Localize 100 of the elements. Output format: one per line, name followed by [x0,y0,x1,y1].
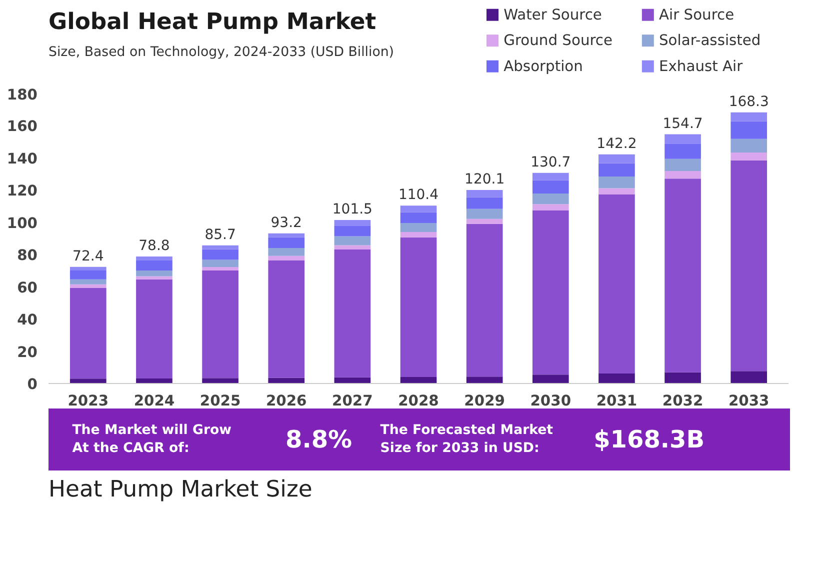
bar [598,188,635,194]
bar [664,144,701,159]
bar [400,237,437,378]
bar [532,204,569,210]
bar [400,212,437,224]
bar [334,226,371,236]
bar [730,138,768,152]
bar [730,160,768,372]
legend-label: Ground Source [504,32,613,50]
bar [400,206,437,212]
bar [202,249,238,260]
x-tick-label: 2031 [596,392,638,410]
total-label: 101.5 [332,202,372,218]
bar [70,284,106,288]
bar [70,270,106,280]
bar [532,194,569,204]
x-tick-label: 2033 [728,392,770,410]
y-tick-label: 120 [6,182,38,200]
total-label: 93.2 [270,214,302,231]
bar [664,170,701,179]
legend-label: Solar-assisted [659,32,761,50]
bar [466,197,503,209]
bar [664,178,701,372]
bar [598,163,635,176]
bar [400,377,437,384]
x-tick-label: 2026 [266,392,307,410]
bar [268,237,305,248]
total-label: 130.7 [530,154,571,170]
total-label: 168.3 [728,94,769,110]
bar [268,260,305,378]
bar [268,248,305,256]
legend-label: Water Source [504,6,602,24]
bar [334,236,371,246]
bar [730,371,768,384]
y-tick-label: 80 [17,247,38,264]
bar [268,256,305,260]
bar [466,376,503,384]
y-tick-label: 0 [27,376,38,393]
bar [136,276,172,280]
bar [664,372,701,384]
bar [70,378,106,384]
text: 8.8% [286,426,352,454]
bar [730,121,768,139]
bar [202,260,238,268]
chart-subtitle: Size, Based on Technology, 2024-2033 (USD Billion) [48,45,394,60]
bar [70,288,106,379]
y-tick-label: 40 [17,312,38,329]
bar [730,152,768,160]
bar [136,378,172,384]
total-label: 154.7 [662,116,703,132]
legend-label: Absorption [504,58,583,75]
x-tick-label: 2029 [464,392,505,410]
total-label: 78.8 [138,238,170,254]
bar [136,270,172,276]
x-tick-label: 2030 [530,392,572,410]
bar [598,194,635,374]
bar [268,233,305,238]
x-tick-label: 2032 [662,392,704,410]
bar [532,374,569,384]
total-label: 72.4 [72,248,104,264]
legend-label: Exhaust Air [659,58,744,75]
bar [136,279,172,379]
bar [202,245,238,250]
bar [466,218,503,224]
x-tick-label: 2024 [134,392,175,410]
x-tick-label: 2023 [68,392,109,410]
total-label: 120.1 [464,172,505,188]
bar [664,158,701,171]
bar [598,154,635,164]
text: Heat Pump Market Size [48,476,312,502]
text: The Market will Grow At the CAGR of: [72,423,232,456]
bar [598,176,635,188]
y-tick-label: 140 [6,150,38,168]
bar [466,224,503,377]
text: The Forecasted Market Size for 2033 in USD: [380,423,554,456]
bar [136,260,172,271]
y-tick-label: 60 [17,279,38,296]
total-label: 85.7 [204,226,236,243]
bar [466,190,503,198]
bar [598,374,635,384]
bar [532,180,569,194]
legend-label: Air Source [659,6,734,24]
y-tick-label: 100 [6,214,38,232]
chart-title: Global Heat Pump Market [48,9,376,36]
bar [334,249,371,378]
total-label: 110.4 [398,187,439,204]
bar [664,134,701,144]
text: $168.3B [594,426,705,454]
bar [202,267,238,271]
bar [334,220,371,226]
bar [730,112,768,122]
bar [334,245,371,250]
total-label: 142.2 [596,136,637,152]
bar [202,378,238,384]
bar [400,223,437,232]
bar [532,172,569,180]
x-tick-label: 2025 [200,392,241,410]
bar [532,210,569,375]
y-tick-label: 160 [6,118,38,136]
bar [70,279,106,284]
